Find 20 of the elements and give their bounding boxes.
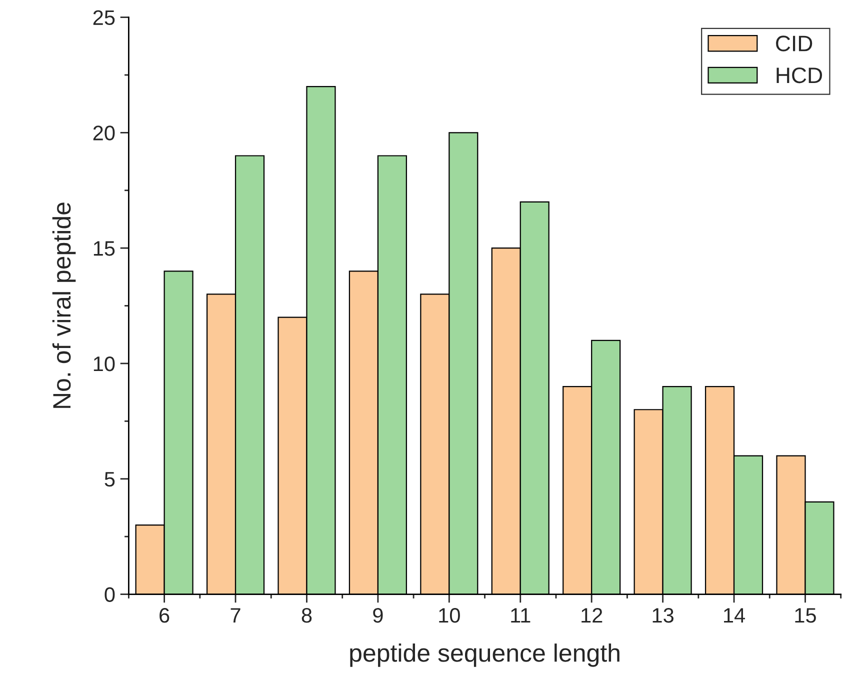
y-tick-label: 25 [93, 10, 115, 26]
x-tick-label: 9 [373, 608, 383, 623]
x-tick-label: 7 [230, 608, 240, 623]
y-tick-label: 5 [104, 472, 115, 487]
x-tick-label: 6 [160, 608, 170, 623]
x-tick-label: 15 [795, 608, 816, 623]
x-tick-label: 8 [302, 608, 312, 623]
legend-label: CID [776, 36, 812, 52]
y-axis-title: No. of viral peptide [52, 202, 76, 408]
x-tick-label: 12 [582, 608, 602, 623]
x-tick-label: 14 [724, 608, 745, 623]
x-axis-title: peptide sequence length [350, 644, 620, 667]
x-tick-label: 10 [439, 608, 460, 623]
x-tick-label: 13 [652, 608, 674, 623]
y-tick-label: 10 [94, 356, 115, 372]
y-tick-label: 20 [93, 126, 115, 140]
y-tick-label: 15 [94, 241, 115, 256]
legend-label: HCD [776, 67, 822, 84]
y-tick-label: 0 [104, 587, 115, 602]
x-tick-label: 11 [511, 608, 530, 623]
